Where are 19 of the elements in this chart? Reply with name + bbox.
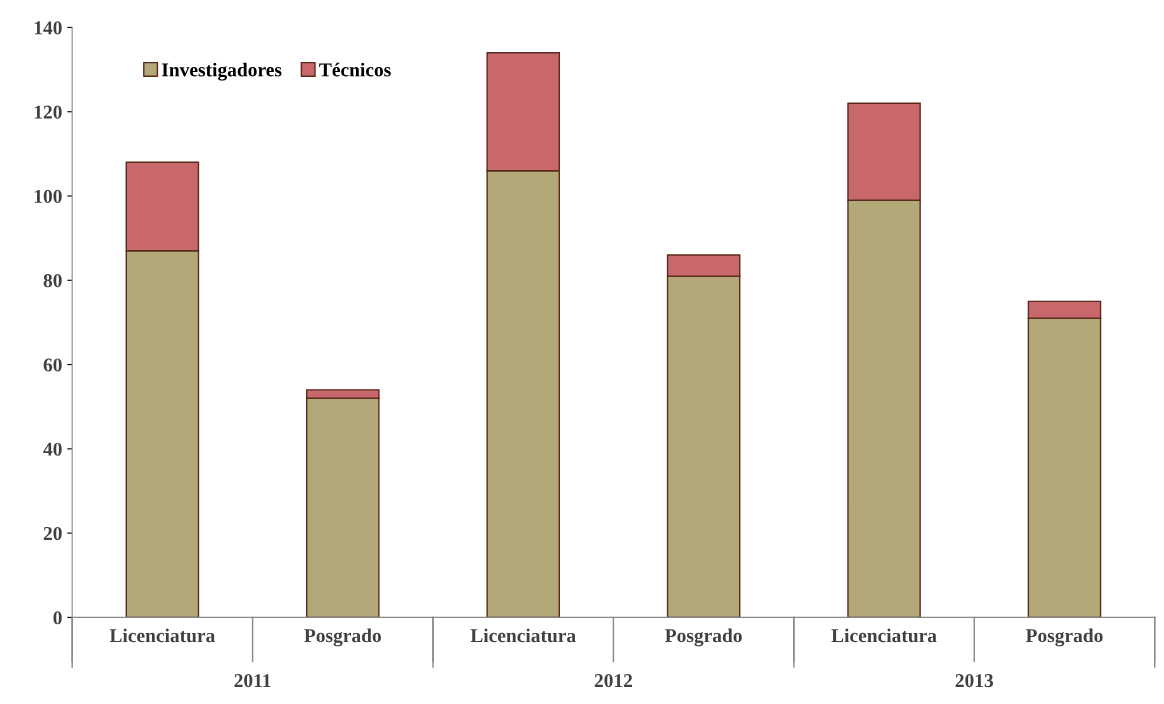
y-tick-label: 120: [34, 105, 62, 119]
text: 2012: [594, 674, 633, 688]
x-tick-label: Licenciatura: [831, 628, 937, 643]
y-tick-label: 80: [43, 274, 62, 288]
y-tick-label: 0: [53, 611, 62, 625]
legend-label: Técnicos: [319, 62, 391, 77]
x-tick-label: Posgrado: [304, 628, 381, 647]
legend-label: Investigadores: [161, 62, 282, 81]
x-tick-label: Licenciatura: [470, 628, 576, 643]
y-tick-label: 20: [43, 526, 62, 541]
text: 2013: [955, 674, 994, 688]
x-tick-label: Licenciatura: [109, 628, 215, 643]
y-tick-label: 100: [34, 189, 62, 203]
x-tick-label: Posgrado: [665, 628, 742, 647]
y-tick-label: 40: [43, 442, 62, 456]
text: 2011: [234, 674, 271, 688]
y-tick-label: 60: [43, 358, 62, 372]
y-tick-label: 140: [34, 21, 62, 35]
x-tick-label: Posgrado: [1025, 628, 1103, 647]
